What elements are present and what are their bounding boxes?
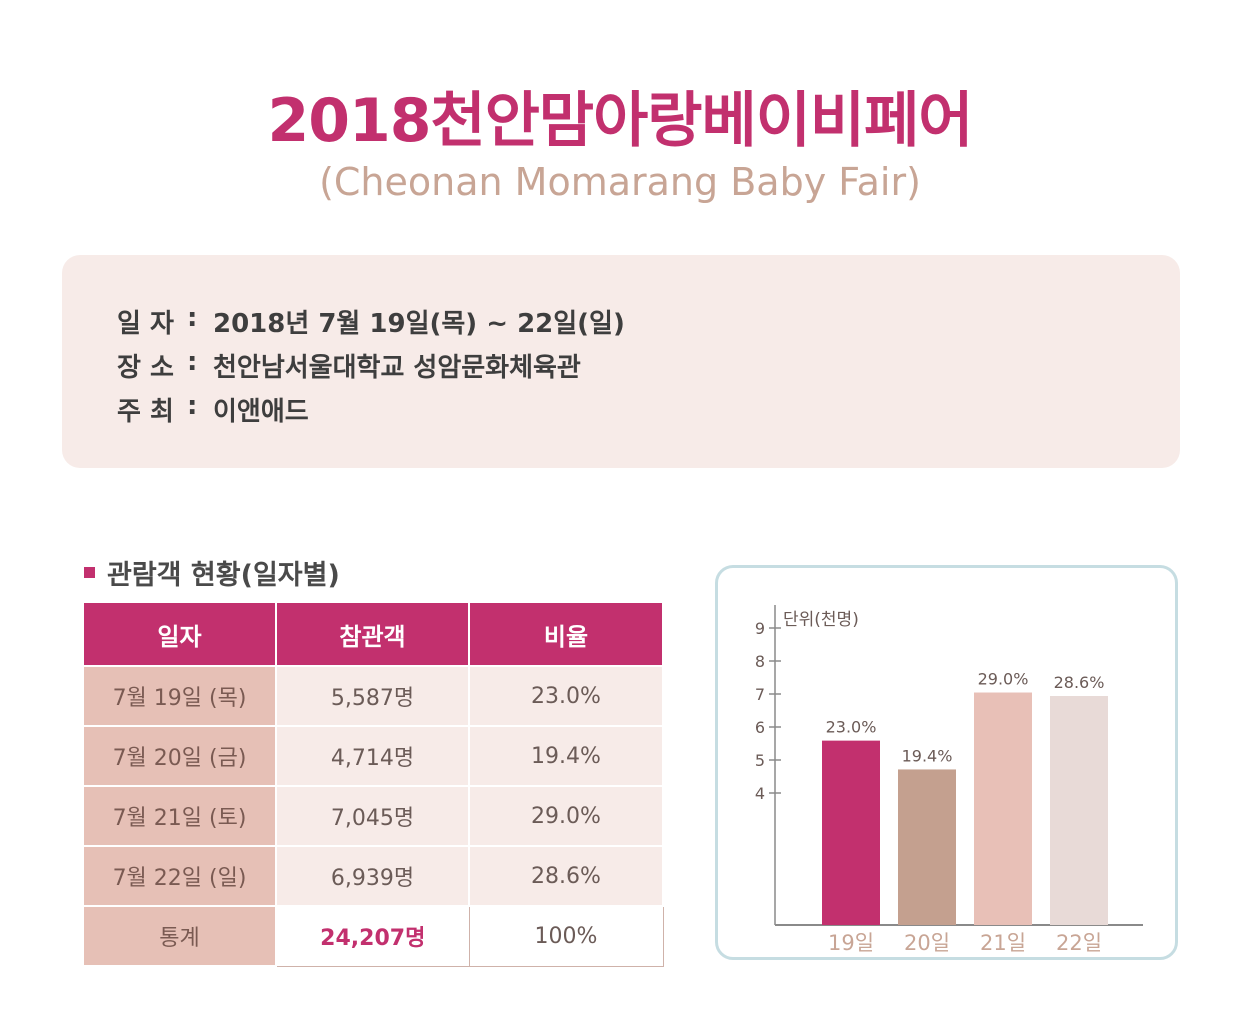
visitor-bar-chart: 단위(천명) 4 5 6 7 8 9 23.0% 19일 19.4% 20일 29.0% 21일 28.6… bbox=[755, 605, 1143, 955]
bar-data-label: 23.0% bbox=[826, 718, 877, 737]
bar-data-label: 28.6% bbox=[1054, 673, 1105, 692]
y-tick-label: 4 bbox=[755, 784, 765, 803]
table-cell-date: 7월 21일 (토) bbox=[82, 785, 277, 847]
table-cell-date: 7월 19일 (목) bbox=[82, 665, 277, 727]
table-total-ratio: 100% bbox=[468, 905, 664, 967]
y-tick-label: 9 bbox=[755, 619, 765, 638]
x-tick-label: 21일 bbox=[980, 931, 1026, 955]
event-info-box: 일 자 : 2018년 7월 19일(목) ~ 22일(일) 장 소 : 천안남… bbox=[62, 255, 1180, 468]
info-label-venue: 장 소 bbox=[117, 353, 174, 383]
chart-bar bbox=[822, 740, 880, 925]
x-tick-label: 22일 bbox=[1056, 931, 1102, 955]
table-header-row: 일자 참관객 비율 bbox=[82, 601, 664, 667]
table-cell-ratio: 19.4% bbox=[468, 725, 664, 787]
info-row-host: 주 최 : 이앤애드 bbox=[117, 391, 309, 428]
info-colon: : bbox=[187, 303, 198, 333]
table-header-ratio: 비율 bbox=[468, 601, 664, 667]
table-cell-visitors: 6,939명 bbox=[275, 845, 470, 907]
info-label-host: 주 최 bbox=[117, 397, 174, 427]
page-title: 2018천안맘아랑베이비페어 bbox=[267, 86, 974, 156]
page-subtitle: (Cheonan Momarang Baby Fair) bbox=[319, 160, 921, 204]
table-cell-ratio: 23.0% bbox=[468, 665, 664, 727]
table-cell-ratio: 28.6% bbox=[468, 845, 664, 907]
table-row: 7월 20일 (금) 4,714명 19.4% bbox=[82, 725, 664, 787]
info-colon: : bbox=[187, 391, 198, 421]
info-label-date: 일 자 bbox=[117, 309, 174, 339]
visitor-table: 일자 참관객 비율 7월 19일 (목) 5,587명 23.0% 7월 20일… bbox=[82, 601, 664, 967]
x-tick-label: 19일 bbox=[828, 931, 874, 955]
section-title: 관람객 현황(일자별) bbox=[84, 553, 340, 592]
table-total-label: 통계 bbox=[82, 905, 277, 967]
table-cell-date: 7월 22일 (일) bbox=[82, 845, 277, 907]
table-cell-visitors: 7,045명 bbox=[275, 785, 470, 847]
info-value-host: 이앤애드 bbox=[213, 397, 309, 427]
table-cell-visitors: 5,587명 bbox=[275, 665, 470, 727]
y-tick-label: 8 bbox=[755, 652, 765, 671]
table-cell-ratio: 29.0% bbox=[468, 785, 664, 847]
info-value-date: 2018년 7월 19일(목) ~ 22일(일) bbox=[213, 309, 625, 339]
chart-bar bbox=[974, 692, 1032, 925]
square-bullet-icon bbox=[84, 567, 95, 578]
table-row: 7월 21일 (토) 7,045명 29.0% bbox=[82, 785, 664, 847]
table-row: 7월 19일 (목) 5,587명 23.0% bbox=[82, 665, 664, 727]
info-row-date: 일 자 : 2018년 7월 19일(목) ~ 22일(일) bbox=[117, 303, 625, 340]
info-row-venue: 장 소 : 천안남서울대학교 성암문화체육관 bbox=[117, 347, 581, 384]
chart-unit-label: 단위(천명) bbox=[783, 610, 859, 630]
chart-bar bbox=[898, 769, 956, 925]
table-cell-date: 7월 20일 (금) bbox=[82, 725, 277, 787]
y-tick-label: 6 bbox=[755, 718, 765, 737]
y-tick-label: 7 bbox=[755, 685, 765, 704]
x-tick-label: 20일 bbox=[904, 931, 950, 955]
table-header-visitors: 참관객 bbox=[275, 601, 470, 667]
bar-data-label: 19.4% bbox=[902, 746, 953, 765]
table-total-row: 통계 24,207명 100% bbox=[82, 905, 664, 967]
section-title-text: 관람객 현황(일자별) bbox=[107, 560, 340, 591]
info-value-venue: 천안남서울대학교 성암문화체육관 bbox=[213, 353, 581, 383]
chart-bar bbox=[1050, 696, 1108, 925]
bar-data-label: 29.0% bbox=[978, 670, 1029, 689]
info-colon: : bbox=[187, 347, 198, 377]
table-header-date: 일자 bbox=[82, 601, 277, 667]
y-tick-label: 5 bbox=[755, 751, 765, 770]
table-total-visitors: 24,207명 bbox=[275, 905, 470, 967]
table-row: 7월 22일 (일) 6,939명 28.6% bbox=[82, 845, 664, 907]
table-cell-visitors: 4,714명 bbox=[275, 725, 470, 787]
